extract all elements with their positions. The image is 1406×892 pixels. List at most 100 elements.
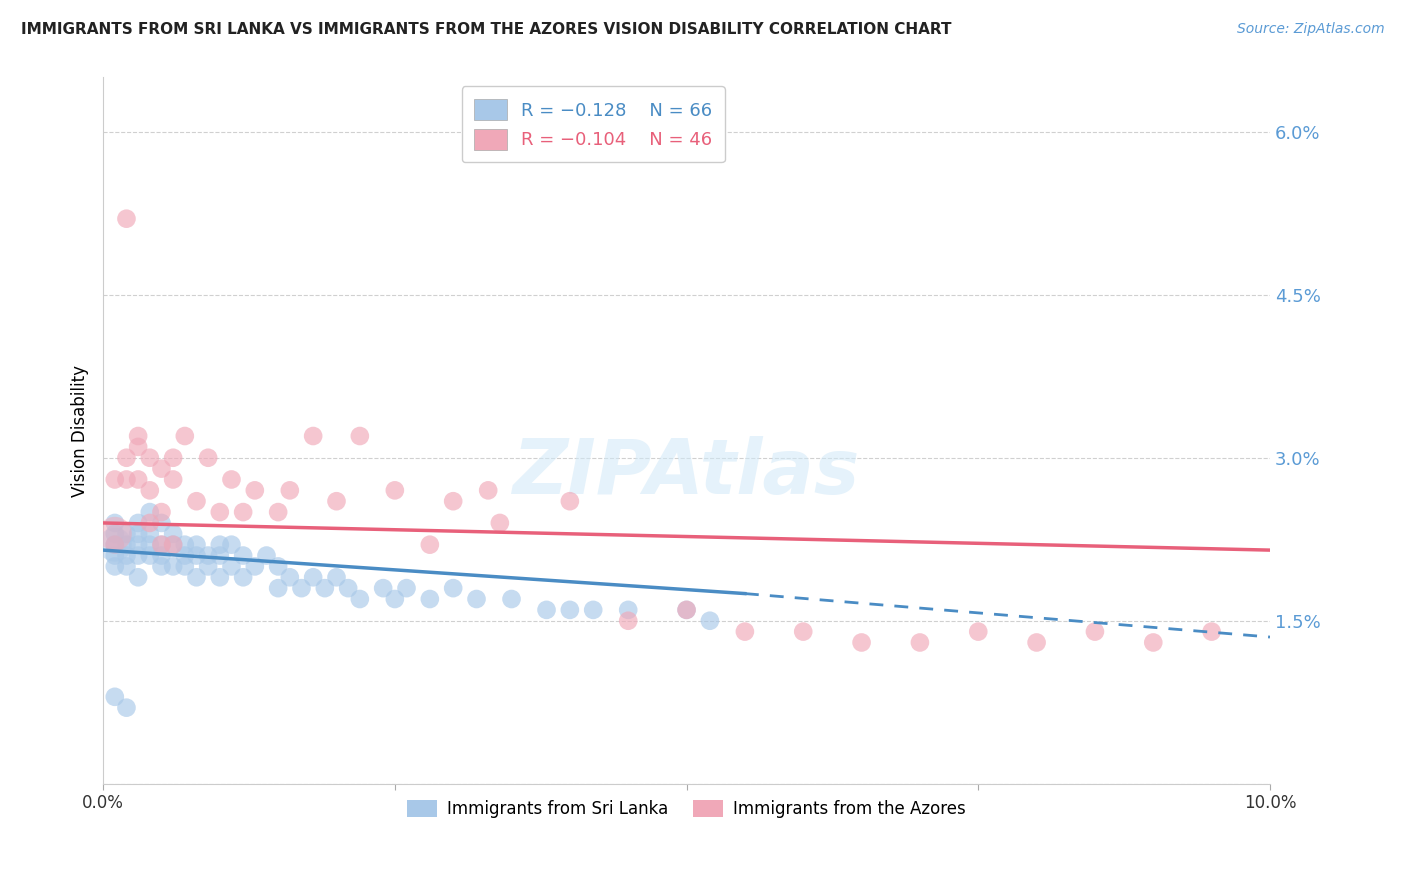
Point [208, 549, 231, 563]
Point [302, 429, 325, 443]
Text: IMMIGRANTS FROM SRI LANKA VS IMMIGRANTS FROM THE AZORES VISION DISABILITY CORREL: IMMIGRANTS FROM SRI LANKA VS IMMIGRANTS … [21, 22, 952, 37]
Point [104, 538, 127, 552]
Legend: Immigrants from Sri Lanka, Immigrants from the Azores: Immigrants from Sri Lanka, Immigrants fr… [401, 793, 973, 825]
Point [489, 516, 512, 530]
Point [104, 690, 127, 704]
Point [349, 429, 371, 443]
Point [197, 559, 219, 574]
Point [851, 635, 873, 649]
Point [162, 473, 184, 487]
Point [150, 538, 173, 552]
Point [558, 494, 581, 508]
Point [104, 526, 127, 541]
Point [173, 538, 195, 552]
Text: Source: ZipAtlas.com: Source: ZipAtlas.com [1237, 22, 1385, 37]
Point [384, 483, 406, 498]
Point [115, 473, 138, 487]
Point [302, 570, 325, 584]
Point [349, 592, 371, 607]
Point [1084, 624, 1107, 639]
Point [395, 581, 418, 595]
Point [384, 592, 406, 607]
Point [173, 559, 195, 574]
Point [127, 440, 149, 454]
Point [127, 538, 149, 552]
Point [115, 549, 138, 563]
Point [699, 614, 721, 628]
Point [150, 516, 173, 530]
Point [139, 526, 162, 541]
Point [617, 603, 640, 617]
Point [419, 592, 441, 607]
Point [115, 538, 138, 552]
Point [115, 450, 138, 465]
Point [558, 603, 581, 617]
Point [115, 700, 138, 714]
Point [221, 473, 243, 487]
Point [186, 549, 208, 563]
Text: ZIPAtlas: ZIPAtlas [513, 436, 860, 510]
Point [150, 559, 173, 574]
Point [150, 461, 173, 475]
Point [186, 494, 208, 508]
Point [139, 450, 162, 465]
Point [127, 516, 149, 530]
Point [208, 538, 231, 552]
Point [104, 526, 127, 541]
Point [150, 505, 173, 519]
Point [162, 559, 184, 574]
Point [337, 581, 360, 595]
Point [267, 581, 290, 595]
Point [967, 624, 990, 639]
Point [734, 624, 756, 639]
Point [267, 505, 290, 519]
Point [792, 624, 814, 639]
Point [162, 526, 184, 541]
Point [221, 538, 243, 552]
Point [115, 559, 138, 574]
Point [127, 549, 149, 563]
Point [232, 505, 254, 519]
Point [325, 494, 347, 508]
Point [501, 592, 523, 607]
Point [1142, 635, 1164, 649]
Point [373, 581, 395, 595]
Point [278, 570, 301, 584]
Point [675, 603, 697, 617]
Point [1025, 635, 1047, 649]
Point [104, 549, 127, 563]
Point [162, 538, 184, 552]
Point [419, 538, 441, 552]
Point [197, 549, 219, 563]
Point [127, 570, 149, 584]
Point [232, 549, 254, 563]
Point [232, 570, 254, 584]
Point [325, 570, 347, 584]
Point [104, 559, 127, 574]
Point [536, 603, 558, 617]
Point [1201, 624, 1223, 639]
Point [139, 483, 162, 498]
Point [104, 538, 127, 552]
Point [115, 526, 138, 541]
Point [104, 516, 127, 530]
Point [314, 581, 336, 595]
Point [582, 603, 605, 617]
Point [115, 211, 138, 226]
Point [243, 559, 266, 574]
Point [186, 570, 208, 584]
Point [477, 483, 499, 498]
Point [162, 538, 184, 552]
Point [197, 450, 219, 465]
Y-axis label: Vision Disability: Vision Disability [72, 365, 89, 497]
Point [104, 538, 127, 552]
Point [104, 473, 127, 487]
Point [139, 505, 162, 519]
Point [908, 635, 931, 649]
Point [139, 516, 162, 530]
Point [127, 526, 149, 541]
Point [127, 473, 149, 487]
Point [675, 603, 697, 617]
Point [267, 559, 290, 574]
Point [617, 614, 640, 628]
